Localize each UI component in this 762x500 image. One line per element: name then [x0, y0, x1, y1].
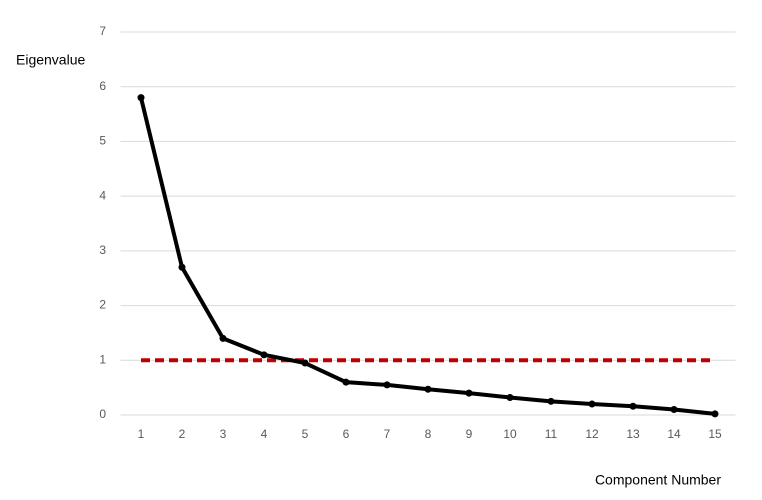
y-tick-label: 3: [99, 243, 106, 257]
point: [301, 359, 309, 367]
point: [465, 389, 473, 397]
y-tick-label: 6: [99, 79, 106, 93]
y-axis-title: Eigenvalue: [16, 52, 85, 68]
x-tick-label: 6: [343, 427, 350, 441]
x-tick-label: 12: [585, 427, 599, 441]
x-tick-label: 2: [179, 427, 186, 441]
x-tick-label: 1: [138, 427, 145, 441]
x-tick-label: 8: [425, 427, 432, 441]
x-tick-label: 3: [220, 427, 227, 441]
point: [383, 381, 391, 389]
x-axis-title: Component Number: [595, 472, 721, 488]
point: [219, 334, 227, 342]
point: [178, 263, 186, 271]
x-tick-label: 11: [545, 427, 558, 441]
y-tick-label: 7: [99, 24, 106, 38]
point: [588, 400, 596, 408]
x-tick-label: 5: [302, 427, 309, 441]
x-tick-label: 13: [626, 427, 640, 441]
point: [260, 351, 268, 359]
series-line: [139, 97, 716, 416]
x-tick-label: 7: [384, 427, 391, 441]
point: [711, 410, 719, 418]
point: [342, 378, 350, 386]
point: [629, 402, 637, 410]
x-tick-label: 4: [261, 427, 268, 441]
y-tick-label: 1: [99, 352, 106, 366]
y-tick-label: 4: [99, 188, 106, 202]
point: [137, 94, 145, 102]
x-tick-label: 10: [503, 427, 517, 441]
y-tick-label: 5: [99, 134, 106, 148]
point: [424, 385, 432, 393]
y-tick-label: 2: [99, 298, 106, 312]
x-tick-label: 15: [708, 427, 722, 441]
point: [506, 393, 514, 401]
x-tick-label: 9: [466, 427, 473, 441]
x-tick-label: 14: [667, 427, 681, 441]
y-tick-label: 0: [99, 407, 106, 421]
point: [670, 406, 678, 414]
point: [547, 397, 555, 405]
